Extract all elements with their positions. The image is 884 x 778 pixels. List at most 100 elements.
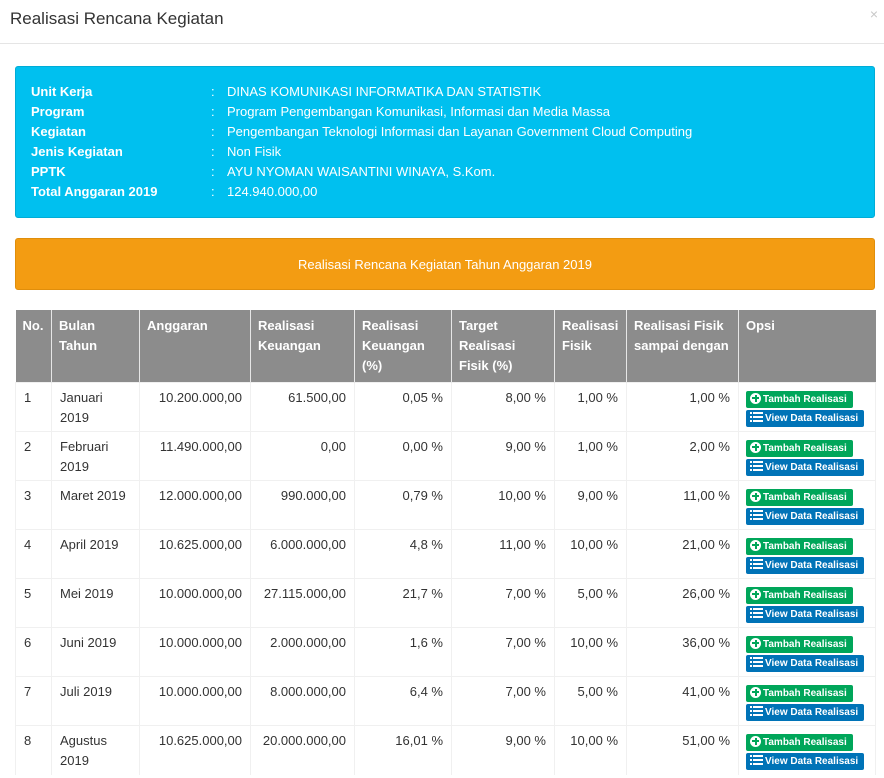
cell-anggaran: 10.000.000,00: [139, 676, 251, 726]
tambah-realisasi-button[interactable]: Tambah Realisasi: [746, 440, 853, 457]
cell-realisasi-keuangan: 61.500,00: [250, 382, 355, 432]
tambah-realisasi-button[interactable]: Tambah Realisasi: [746, 685, 853, 702]
cell-realisasi-keuangan-pct: 0,79 %: [354, 480, 452, 530]
column-header-realisasi-fisik-sd: Realisasi Fisik sampai dengan: [626, 310, 739, 383]
cell-opsi: Tambah Realisasi View Data Realisasi: [738, 725, 876, 775]
tambah-realisasi-button[interactable]: Tambah Realisasi: [746, 489, 853, 506]
cell-realisasi-keuangan-pct: 4,8 %: [354, 529, 452, 579]
cell-no: 5: [15, 578, 52, 628]
info-value: Non Fisik: [227, 144, 282, 159]
cell-realisasi-fisik-sd: 2,00 %: [626, 431, 739, 481]
cell-target-fisik: 9,00 %: [451, 431, 555, 481]
cell-opsi: Tambah Realisasi View Data Realisasi: [738, 627, 876, 677]
tambah-realisasi-label: Tambah Realisasi: [763, 394, 847, 405]
tambah-realisasi-button[interactable]: Tambah Realisasi: [746, 636, 853, 653]
cell-opsi: Tambah Realisasi View Data Realisasi: [738, 382, 876, 432]
column-header-opsi: Opsi: [738, 310, 876, 383]
cell-target-fisik: 9,00 %: [451, 725, 555, 775]
cell-bulan-tahun: Februari 2019: [51, 431, 140, 481]
cell-opsi: Tambah Realisasi View Data Realisasi: [738, 676, 876, 726]
info-separator: :: [211, 84, 215, 99]
cell-realisasi-keuangan: 2.000.000,00: [250, 627, 355, 677]
section-banner: Realisasi Rencana Kegiatan Tahun Anggara…: [15, 238, 875, 290]
modal-title: Realisasi Rencana Kegiatan: [10, 9, 224, 28]
table-row: 6 Juni 2019 10.000.000,00 2.000.000,00 1,6 %…: [15, 627, 876, 677]
view-data-realisasi-button[interactable]: View Data Realisasi: [746, 410, 864, 427]
modal-header: Realisasi Rencana Kegiatan ×: [0, 0, 884, 44]
tambah-realisasi-button[interactable]: Tambah Realisasi: [746, 391, 853, 408]
info-label: Jenis Kegiatan: [31, 144, 123, 159]
table-row: 3 Maret 2019 12.000.000,00 990.000,00 0,79 %…: [15, 480, 876, 530]
info-value: Pengembangan Teknologi Informasi dan Lay…: [227, 124, 693, 139]
plus-circle-icon: [750, 735, 761, 747]
table-row: 5 Mei 2019 10.000.000,00 27.115.000,00 21,7 …: [15, 578, 876, 628]
view-data-realisasi-button[interactable]: View Data Realisasi: [746, 655, 864, 672]
tambah-realisasi-label: Tambah Realisasi: [763, 688, 847, 699]
cell-realisasi-keuangan-pct: 1,6 %: [354, 627, 452, 677]
close-icon[interactable]: ×: [869, 6, 878, 22]
list-icon: [750, 755, 763, 766]
info-value: DINAS KOMUNIKASI INFORMATIKA DAN STATIST…: [227, 84, 542, 99]
activity-info-box: Unit Kerja : DINAS KOMUNIKASI INFORMATIK…: [15, 66, 875, 218]
cell-target-fisik: 8,00 %: [451, 382, 555, 432]
view-data-realisasi-button[interactable]: View Data Realisasi: [746, 606, 864, 623]
view-data-realisasi-label: View Data Realisasi: [765, 609, 859, 620]
realisasi-table: No. Bulan Tahun Anggaran Realisasi Keuan…: [15, 310, 876, 775]
cell-realisasi-fisik-sd: 21,00 %: [626, 529, 739, 579]
column-header-anggaran: Anggaran: [139, 310, 251, 383]
view-data-realisasi-button[interactable]: View Data Realisasi: [746, 704, 864, 721]
cell-anggaran: 10.000.000,00: [139, 578, 251, 628]
cell-target-fisik: 7,00 %: [451, 627, 555, 677]
cell-anggaran: 12.000.000,00: [139, 480, 251, 530]
cell-realisasi-keuangan: 990.000,00: [250, 480, 355, 530]
plus-circle-icon: [750, 637, 761, 649]
cell-no: 8: [15, 725, 52, 775]
cell-anggaran: 10.625.000,00: [139, 725, 251, 775]
view-data-realisasi-button[interactable]: View Data Realisasi: [746, 508, 864, 525]
list-icon: [750, 559, 763, 570]
info-separator: :: [211, 124, 215, 139]
view-data-realisasi-button[interactable]: View Data Realisasi: [746, 459, 864, 476]
cell-realisasi-fisik-sd: 11,00 %: [626, 480, 739, 530]
cell-target-fisik: 7,00 %: [451, 676, 555, 726]
cell-opsi: Tambah Realisasi View Data Realisasi: [738, 578, 876, 628]
info-separator: :: [211, 104, 215, 119]
table-header-row: No. Bulan Tahun Anggaran Realisasi Keuan…: [15, 310, 876, 383]
table-row: 2 Februari 2019 11.490.000,00 0,00 0,00 % 9,0…: [15, 431, 876, 481]
tambah-realisasi-label: Tambah Realisasi: [763, 541, 847, 552]
cell-realisasi-fisik: 5,00 %: [554, 578, 627, 628]
cell-realisasi-keuangan: 27.115.000,00: [250, 578, 355, 628]
cell-realisasi-keuangan: 8.000.000,00: [250, 676, 355, 726]
cell-realisasi-fisik: 1,00 %: [554, 382, 627, 432]
cell-bulan-tahun: Juni 2019: [51, 627, 140, 677]
cell-realisasi-keuangan: 0,00: [250, 431, 355, 481]
view-data-realisasi-label: View Data Realisasi: [765, 511, 859, 522]
plus-circle-icon: [750, 588, 761, 600]
view-data-realisasi-button[interactable]: View Data Realisasi: [746, 557, 864, 574]
cell-realisasi-fisik: 10,00 %: [554, 529, 627, 579]
cell-bulan-tahun: Mei 2019: [51, 578, 140, 628]
tambah-realisasi-label: Tambah Realisasi: [763, 492, 847, 503]
cell-realisasi-keuangan-pct: 0,05 %: [354, 382, 452, 432]
cell-realisasi-keuangan-pct: 21,7 %: [354, 578, 452, 628]
info-label: Kegiatan: [31, 124, 86, 139]
info-value: AYU NYOMAN WAISANTINI WINAYA, S.Kom.: [227, 164, 496, 179]
list-icon: [750, 657, 763, 668]
info-separator: :: [211, 164, 215, 179]
view-data-realisasi-label: View Data Realisasi: [765, 756, 859, 767]
tambah-realisasi-button[interactable]: Tambah Realisasi: [746, 587, 853, 604]
cell-target-fisik: 11,00 %: [451, 529, 555, 579]
tambah-realisasi-button[interactable]: Tambah Realisasi: [746, 538, 853, 555]
cell-realisasi-keuangan: 20.000.000,00: [250, 725, 355, 775]
table-row: 7 Juli 2019 10.000.000,00 8.000.000,00 6,4 %…: [15, 676, 876, 726]
cell-realisasi-fisik: 1,00 %: [554, 431, 627, 481]
view-data-realisasi-button[interactable]: View Data Realisasi: [746, 753, 864, 770]
column-header-realisasi-keuangan: Realisasi Keuangan: [250, 310, 355, 383]
cell-no: 6: [15, 627, 52, 677]
view-data-realisasi-label: View Data Realisasi: [765, 707, 859, 718]
tambah-realisasi-button[interactable]: Tambah Realisasi: [746, 734, 853, 751]
info-label: Unit Kerja: [31, 84, 93, 99]
table-row: 8 Agustus 2019 10.625.000,00 20.000.000,00 1…: [15, 725, 876, 775]
tambah-realisasi-label: Tambah Realisasi: [763, 590, 847, 601]
cell-no: 7: [15, 676, 52, 726]
